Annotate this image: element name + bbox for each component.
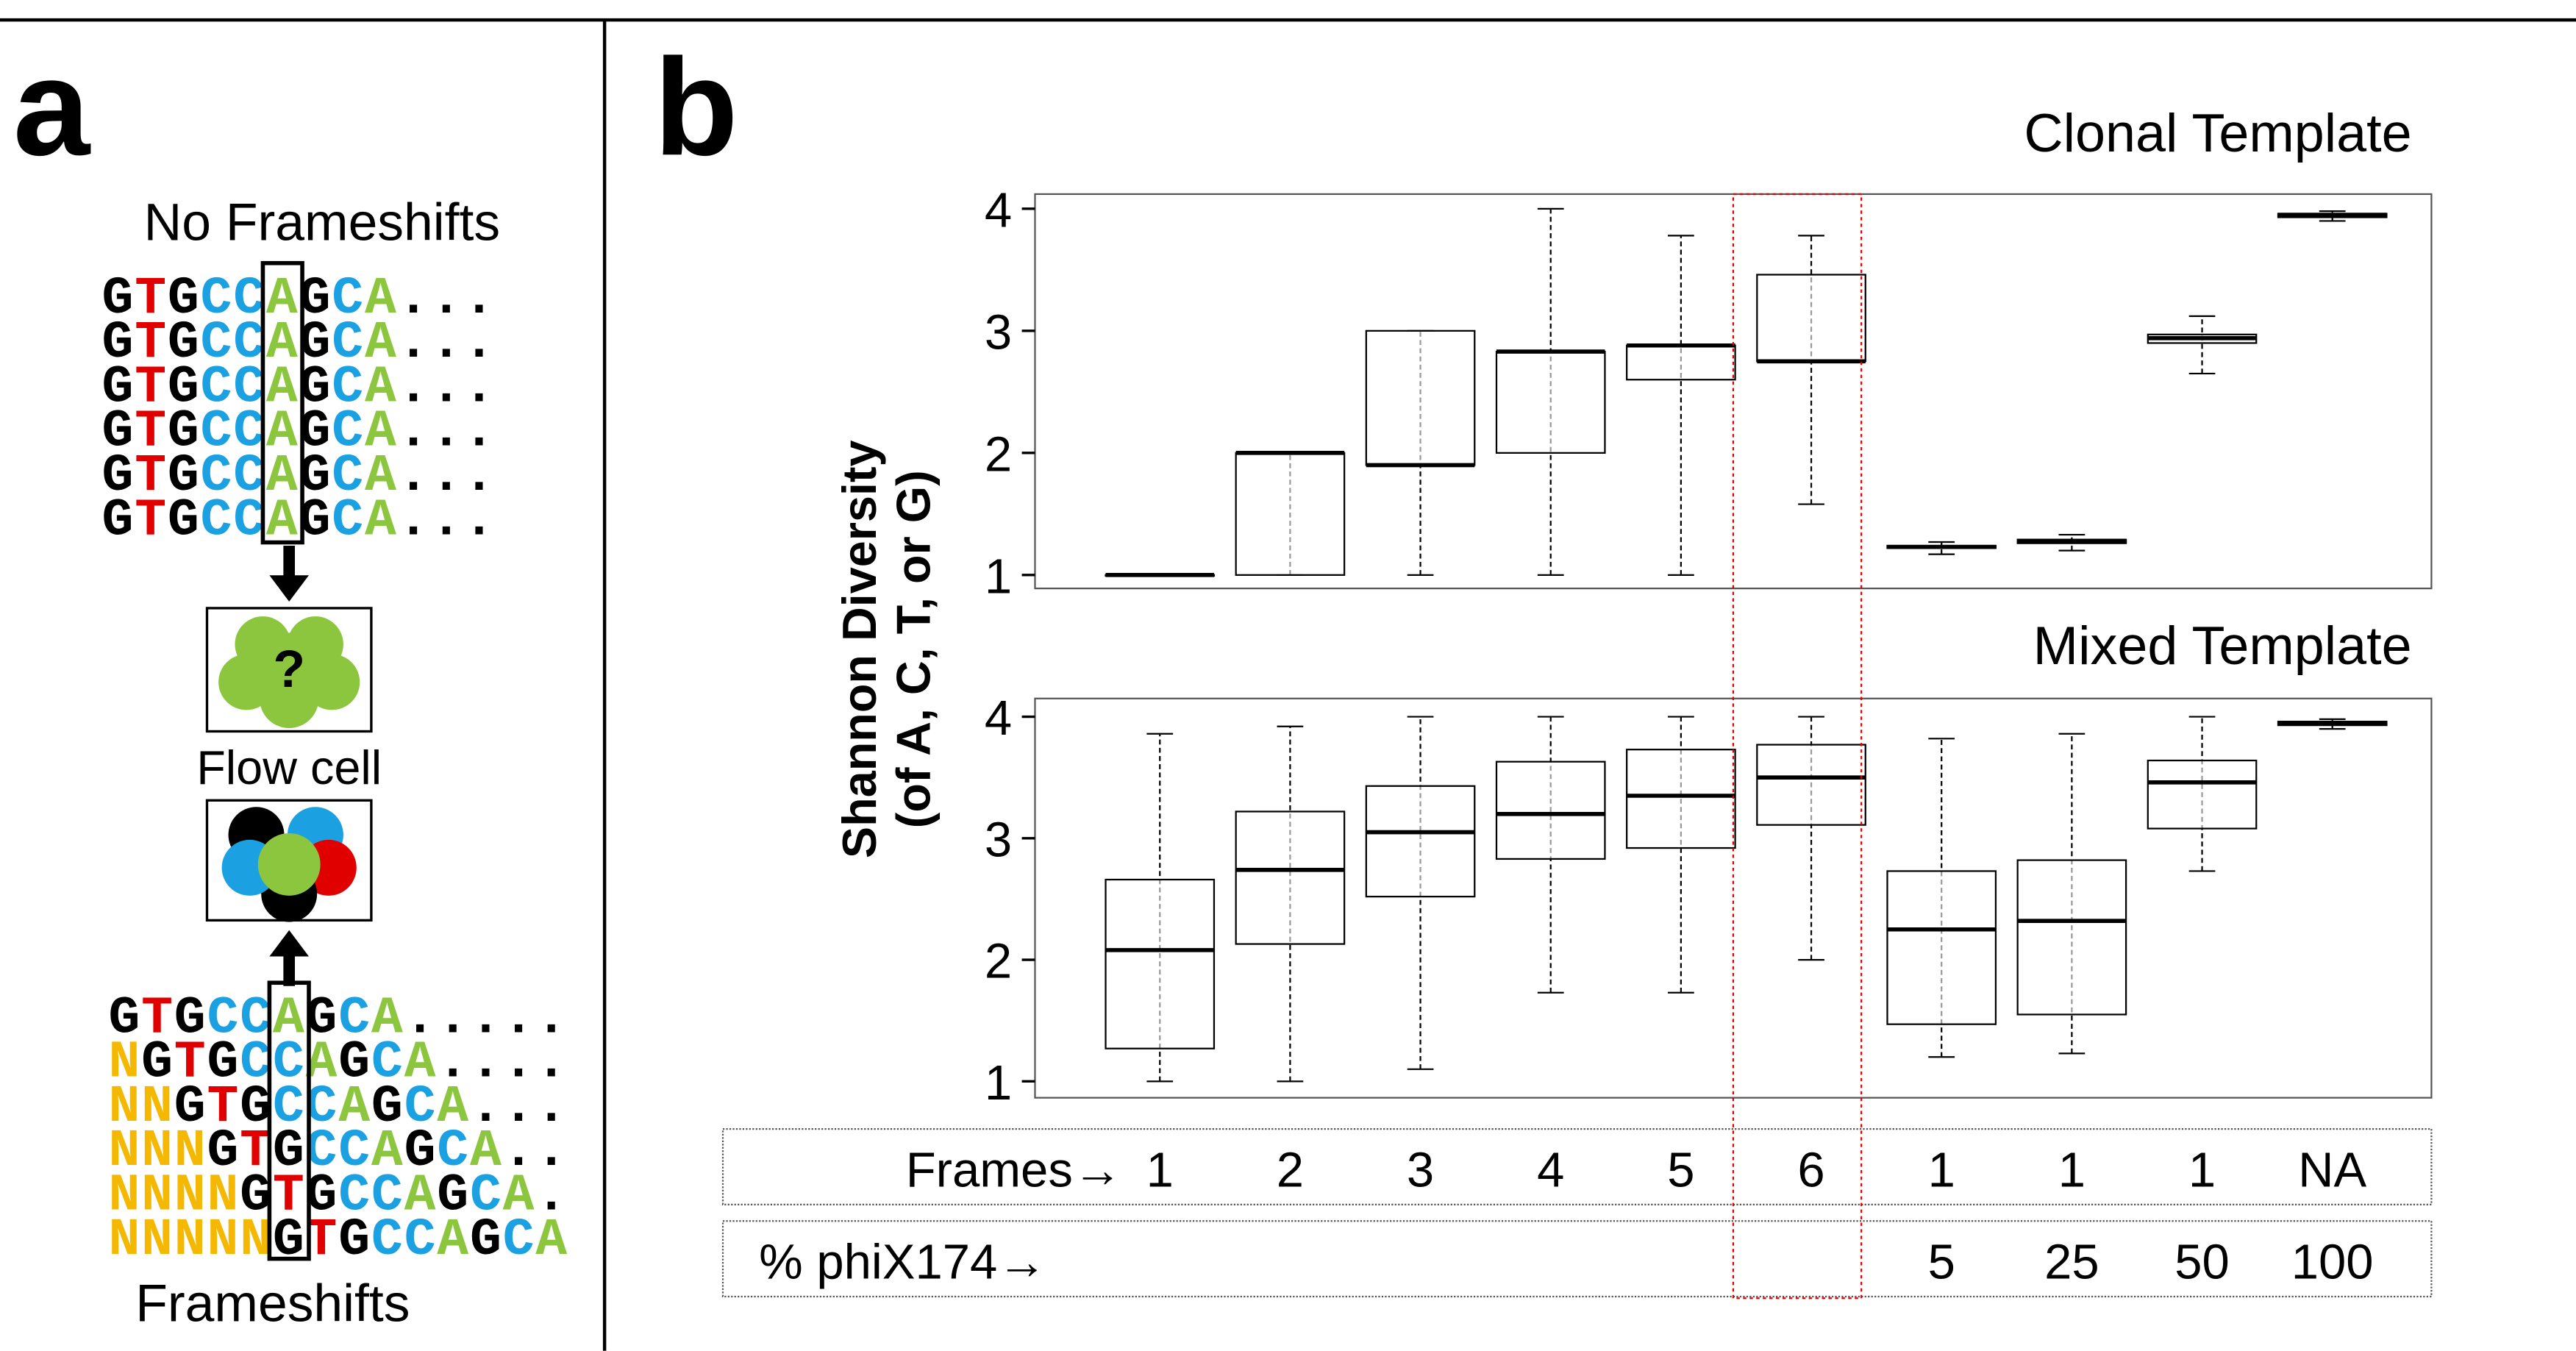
row-label: Frames→ (906, 1142, 1122, 1197)
table-cell: 3 (1407, 1142, 1434, 1197)
sequences: GTGCCAGCA...GTGCCAGCA...GTGCCAGCA...GTGC… (102, 269, 495, 551)
box (1105, 878, 1216, 1049)
table-cell: 2 (1277, 1142, 1304, 1197)
plot-title: Clonal Template (2024, 102, 2411, 163)
sequence: GTGCCAGCA... (102, 313, 495, 373)
flow-cell-clusters (221, 807, 357, 922)
sequence: GTGCCAGCA... (102, 402, 495, 462)
table-cell: 4 (1537, 1142, 1564, 1197)
table-cell: 1 (1928, 1142, 1955, 1197)
sequence: GTGCCAGCA... (102, 269, 495, 329)
box (2147, 759, 2258, 830)
y-tick-label: 3 (985, 812, 1012, 867)
table-cell: 25 (2044, 1234, 2099, 1289)
box (1235, 810, 1346, 945)
box (2016, 859, 2127, 1016)
table-cell: 6 (1797, 1142, 1824, 1197)
sequence: GTGCCAGCA... (102, 491, 495, 550)
box (1626, 344, 1736, 381)
arrow-head (269, 930, 310, 957)
highlight-frame (1732, 193, 1863, 1300)
table-cell: 1 (2058, 1142, 2086, 1197)
plot-title: Mixed Template (2033, 615, 2412, 676)
section-title: Frameshifts (135, 1274, 410, 1333)
sequence: GTGCCAGCA..... (108, 988, 567, 1048)
annotation-table: Frames→ 1 2 3 4 5 6 1 1 1 NA % phiX174→ 5 25 50 100 (721, 1127, 2433, 1298)
box (1756, 274, 1866, 363)
y-tick-label: 4 (985, 691, 1012, 746)
table-cell: 100 (2291, 1234, 2374, 1289)
box (1756, 744, 1866, 826)
y-axis-label: Shannon Diversity (832, 440, 886, 858)
flow-cell-label: Flow cell (196, 741, 382, 794)
box (1626, 749, 1736, 849)
table-cell: 5 (1928, 1234, 1955, 1289)
panel-label: b (654, 29, 738, 184)
table-cell: 50 (2174, 1234, 2230, 1289)
sequences: GTGCCAGCA.....NGTGCCAGCA....NNGTGCCAGCA.… (108, 988, 567, 1270)
table-cell: 1 (2188, 1142, 2216, 1197)
column-highlight (260, 260, 304, 545)
box (1365, 329, 1476, 466)
arrow-head (269, 575, 310, 602)
table-cell: 1 (1146, 1142, 1174, 1197)
section-title: No Frameshifts (144, 193, 501, 252)
table-row (721, 1127, 2433, 1205)
sequence: GTGCCAGCA... (102, 446, 495, 506)
box (1235, 452, 1346, 576)
sequence: GTGCCAGCA... (102, 357, 495, 417)
row-label: % phiX174→ (759, 1234, 1046, 1289)
box (1495, 350, 1606, 454)
panel-label: a (13, 29, 91, 184)
box (1495, 760, 1606, 860)
y-axis-label: (of A, C, T, or G) (886, 470, 940, 828)
y-tick-label: 1 (985, 549, 1012, 604)
cluster-cloud (218, 616, 360, 728)
table-row (721, 1220, 2433, 1298)
sequence: NNNNNGTGCCAGCA (108, 1211, 567, 1270)
box (1886, 870, 1997, 1025)
y-tick-label: 2 (985, 934, 1012, 989)
y-tick-label: 2 (985, 427, 1012, 482)
y-tick-label: 4 (985, 182, 1012, 238)
question-mark: ? (273, 640, 305, 699)
y-tick-label: 3 (985, 304, 1012, 360)
box (1365, 785, 1476, 898)
column-highlight (267, 980, 311, 1261)
box-plots: Clonal Template 1 2 3 4 Mixed Template 1 2 3 4 (985, 102, 2433, 1111)
table-cell: 5 (1667, 1142, 1694, 1197)
y-tick-label: 1 (985, 1055, 1012, 1111)
sequence: NNNGTGCCAGCA.. (108, 1122, 567, 1181)
table-cell: NA (2298, 1142, 2366, 1197)
